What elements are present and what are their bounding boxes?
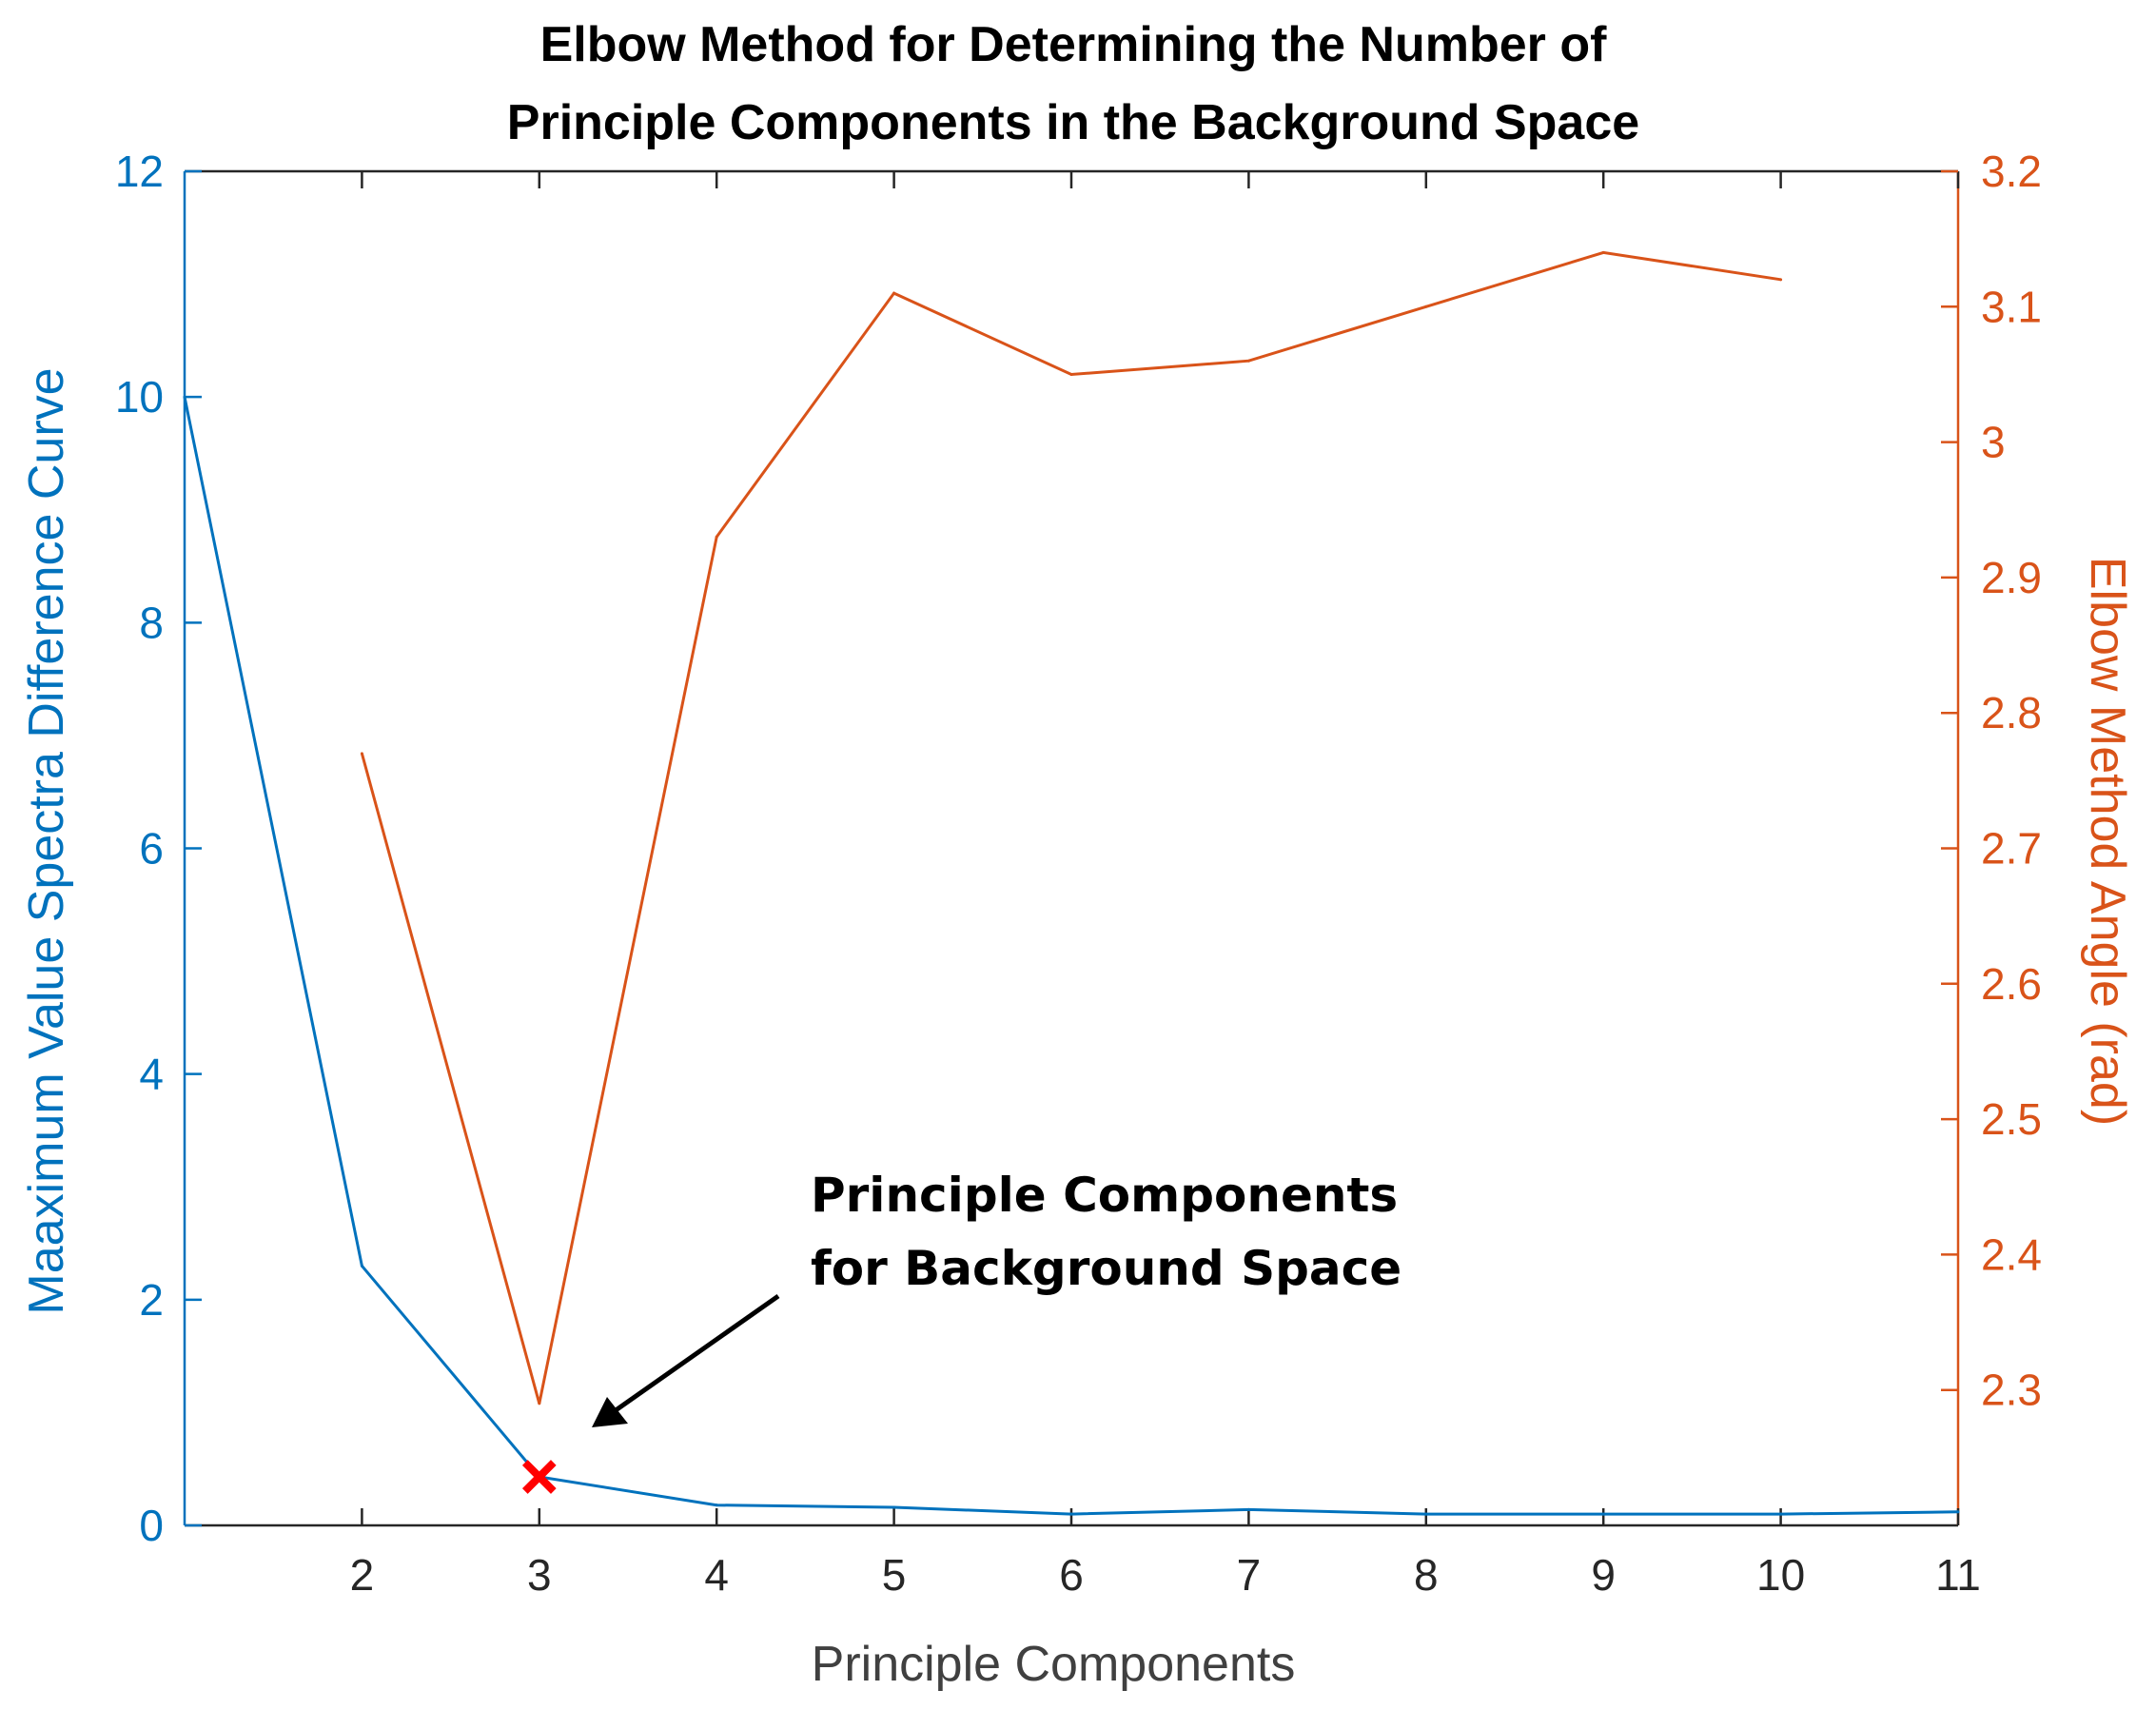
series-left-point [715, 1504, 718, 1507]
series-left-point [183, 395, 186, 399]
x-tick-label: 8 [1414, 1550, 1439, 1600]
series-left-point [892, 1505, 896, 1509]
annotation-arrow-head [592, 1397, 628, 1427]
annotation-line-2: for Background Space [811, 1241, 1401, 1296]
series-right-point [1424, 305, 1428, 308]
series-right-point [1779, 278, 1783, 282]
marker-stroke [521, 1460, 557, 1494]
y-right-tick-label: 3.1 [1981, 282, 2042, 331]
y-left-tick-label: 10 [115, 372, 164, 422]
series-left-point [1601, 1512, 1605, 1516]
annotation-line-1: Principle Components [811, 1168, 1398, 1223]
x-tick-label: 11 [1935, 1550, 1981, 1600]
y-left-tick-label: 0 [139, 1501, 164, 1550]
series-left-point [360, 1264, 363, 1268]
series-left-point [1956, 1510, 1960, 1514]
y-left-tick-label: 4 [139, 1050, 164, 1099]
y-right-tick-label: 2.3 [1981, 1366, 2042, 1415]
y-right-tick-label: 2.7 [1981, 824, 2042, 874]
series-right-point [1246, 359, 1250, 363]
series-right-point [360, 752, 363, 756]
series-right-point [1069, 372, 1073, 376]
axes: 2 3 4 5 6 7 8 9 10 11 0 2 4 6 8 10 12 2.3 2.4 2.5 2.6 2.7 2.8 2… [115, 147, 2042, 1600]
chart-title-line-2: Principle Components in the Background S… [507, 95, 1639, 150]
y-right-tick-label: 2.6 [1981, 959, 2042, 1009]
y-right-tick-label: 3 [1981, 418, 2006, 467]
highlight-marker [521, 1460, 557, 1494]
y-axis-right-label: Elbow Method Angle (rad) [2080, 557, 2135, 1126]
x-tick-label: 4 [704, 1550, 729, 1600]
annotation: Principle Components for Background Spac… [592, 1168, 1401, 1427]
series-left-point [1246, 1507, 1250, 1511]
y-right-tick-label: 2.4 [1981, 1229, 2042, 1279]
series-right-point [715, 535, 718, 539]
x-tick-label: 7 [1237, 1550, 1262, 1600]
y-axis-left-label: Maaximum Value Spectra Difference Curve [19, 367, 74, 1314]
y-left-tick-label: 8 [139, 598, 164, 647]
annotation-arrow-shaft [607, 1293, 780, 1418]
y-left-tick-label: 2 [139, 1275, 164, 1325]
y-right-tick-label: 2.5 [1981, 1094, 2042, 1144]
series-left-point [1069, 1512, 1073, 1516]
series-right-point [892, 291, 896, 295]
x-tick-label: 9 [1591, 1550, 1616, 1600]
series [183, 250, 1960, 1516]
x-tick-label: 6 [1059, 1550, 1084, 1600]
x-tick-label: 2 [350, 1550, 375, 1600]
y-right-tick-label: 3.2 [1981, 147, 2042, 196]
chart-title-line-1: Elbow Method for Determining the Number … [540, 17, 1608, 72]
y-left-tick-label: 12 [115, 147, 164, 196]
y-left-tick-label: 6 [139, 824, 164, 874]
series-right-point [1601, 250, 1605, 254]
x-tick-label: 10 [1756, 1550, 1805, 1600]
x-tick-label: 3 [527, 1550, 552, 1600]
x-axis-label: Principle Components [812, 1637, 1296, 1692]
series-right-point [538, 1402, 541, 1405]
y-right-tick-label: 2.8 [1981, 688, 2042, 737]
x-tick-label: 5 [882, 1550, 907, 1600]
y-right-tick-label: 2.9 [1981, 553, 2042, 602]
series-left-point [1424, 1512, 1428, 1516]
series-left-point [1779, 1512, 1783, 1516]
